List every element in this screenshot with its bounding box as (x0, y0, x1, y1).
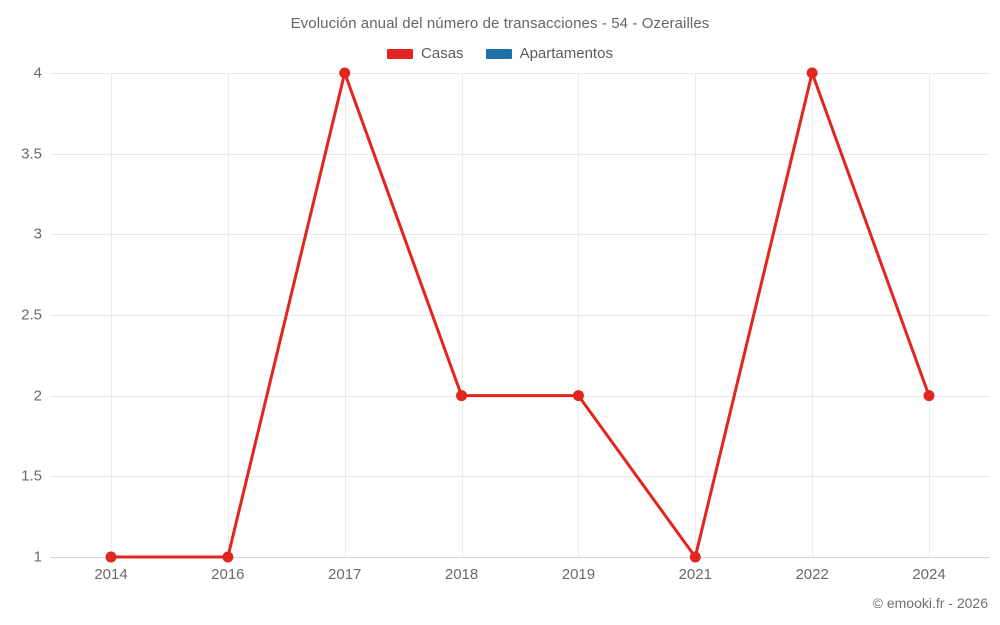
y-tick-label: 1.5 (21, 467, 42, 485)
y-tick-label: 2.5 (21, 306, 42, 324)
plot-area (50, 67, 990, 563)
legend-label-apartamentos: Apartamentos (519, 45, 613, 62)
x-tick-label: 2024 (912, 566, 946, 583)
chart-legend: Casas Apartamentos (0, 45, 1000, 62)
footer-credit: © emooki.fr - 2026 (872, 595, 988, 611)
plot-svg (50, 67, 990, 563)
legend-label-casas: Casas (421, 45, 464, 62)
legend-swatch-casas (387, 48, 414, 59)
data-point-casas (689, 551, 701, 563)
y-tick-label: 1 (33, 548, 42, 566)
data-point-casas (572, 390, 584, 402)
data-point-casas (806, 67, 818, 79)
x-tick-label: 2016 (211, 566, 245, 583)
x-tick-label: 2019 (561, 566, 596, 583)
data-point-casas (456, 390, 468, 402)
chart-title: Evolución anual del número de transaccio… (290, 15, 710, 32)
x-tick-label: 2018 (444, 566, 479, 583)
x-axis: 2014 2016 2017 2018 2019 2021 2022 2024 (50, 566, 990, 588)
x-tick-label: 2014 (94, 566, 128, 583)
y-tick-label: 3 (33, 225, 42, 243)
legend-item-casas[interactable]: Casas (387, 45, 464, 62)
y-tick-label: 4 (33, 64, 42, 82)
data-point-casas (105, 551, 117, 563)
legend-swatch-apartamentos (485, 48, 512, 59)
y-tick-label: 3.5 (21, 145, 42, 163)
data-point-casas (339, 67, 351, 79)
y-tick-label: 2 (33, 387, 42, 405)
series-line-casas (111, 67, 931, 561)
x-tick-label: 2017 (328, 566, 362, 583)
data-point-casas (923, 390, 935, 402)
y-axis: 1 1.5 2 2.5 3 3.5 4 (0, 65, 42, 566)
x-tick-label: 2021 (678, 566, 712, 583)
x-tick-label: 2022 (795, 566, 829, 583)
legend-item-apartamentos[interactable]: Apartamentos (485, 45, 613, 62)
data-point-casas (222, 551, 234, 563)
